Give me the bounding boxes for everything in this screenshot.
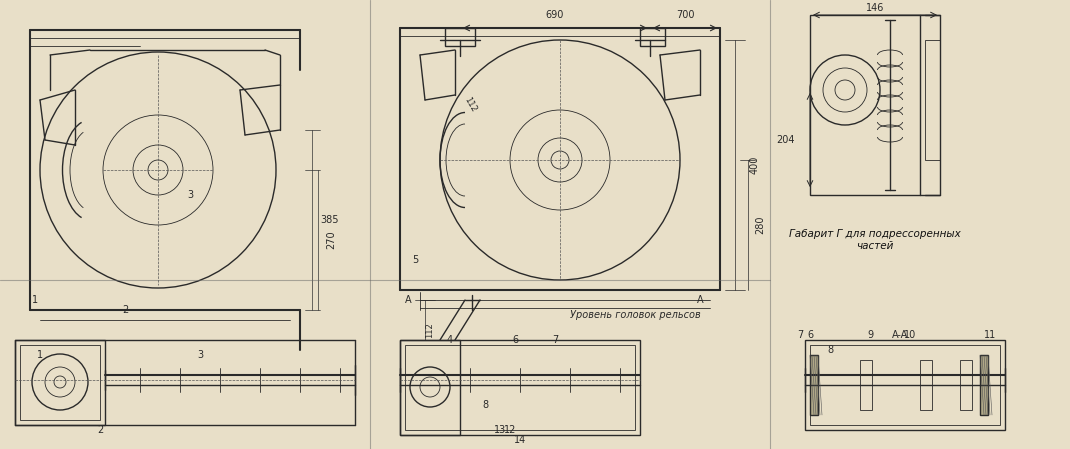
Text: 12: 12 [504,425,516,435]
Text: 5: 5 [412,255,418,265]
Text: 9: 9 [867,330,873,340]
Bar [400,340,640,435]
Text: 1: 1 [37,350,43,360]
Text: 270: 270 [326,231,336,249]
Bar [860,360,872,410]
Text: 10: 10 [904,330,916,340]
Text: 1: 1 [32,295,39,305]
Text: 146: 146 [866,3,884,13]
Text: 112: 112 [462,96,478,114]
Text: 7: 7 [552,335,559,345]
Bar [406,345,635,430]
Bar [924,40,941,160]
Text: 11: 11 [984,330,996,340]
Bar [810,345,1000,425]
Text: 112: 112 [426,322,434,338]
Text: 2: 2 [122,305,128,315]
Text: 7: 7 [797,330,804,340]
Bar [980,355,988,415]
Text: A-A: A-A [892,330,908,340]
Bar [20,345,100,420]
Text: 3: 3 [187,190,193,200]
Bar [920,360,932,410]
Text: 6: 6 [807,330,813,340]
Text: 400: 400 [750,156,760,174]
Text: 14: 14 [514,435,526,445]
Text: 6: 6 [511,335,518,345]
Bar [960,360,972,410]
Text: 204: 204 [777,135,795,145]
Text: 280: 280 [755,216,765,234]
Text: 3: 3 [197,350,203,360]
Bar [805,340,1005,430]
Text: 700: 700 [676,10,694,20]
Text: 13: 13 [494,425,506,435]
Text: 4: 4 [447,335,453,345]
Text: A: A [697,295,703,305]
Text: Уровень головок рельсов: Уровень головок рельсов [570,310,701,320]
Text: 385: 385 [320,215,338,225]
Bar [640,28,664,46]
Bar [400,340,460,435]
Bar [445,28,475,46]
Text: 8: 8 [482,400,488,410]
Text: 8: 8 [827,345,834,355]
Bar [15,340,105,425]
Text: Габарит Г для подрессоренных
частей: Габарит Г для подрессоренных частей [790,229,961,251]
Text: 2: 2 [97,425,103,435]
Bar [810,355,817,415]
Bar [810,15,941,195]
Text: 690: 690 [546,10,564,20]
Text: A: A [404,295,411,305]
